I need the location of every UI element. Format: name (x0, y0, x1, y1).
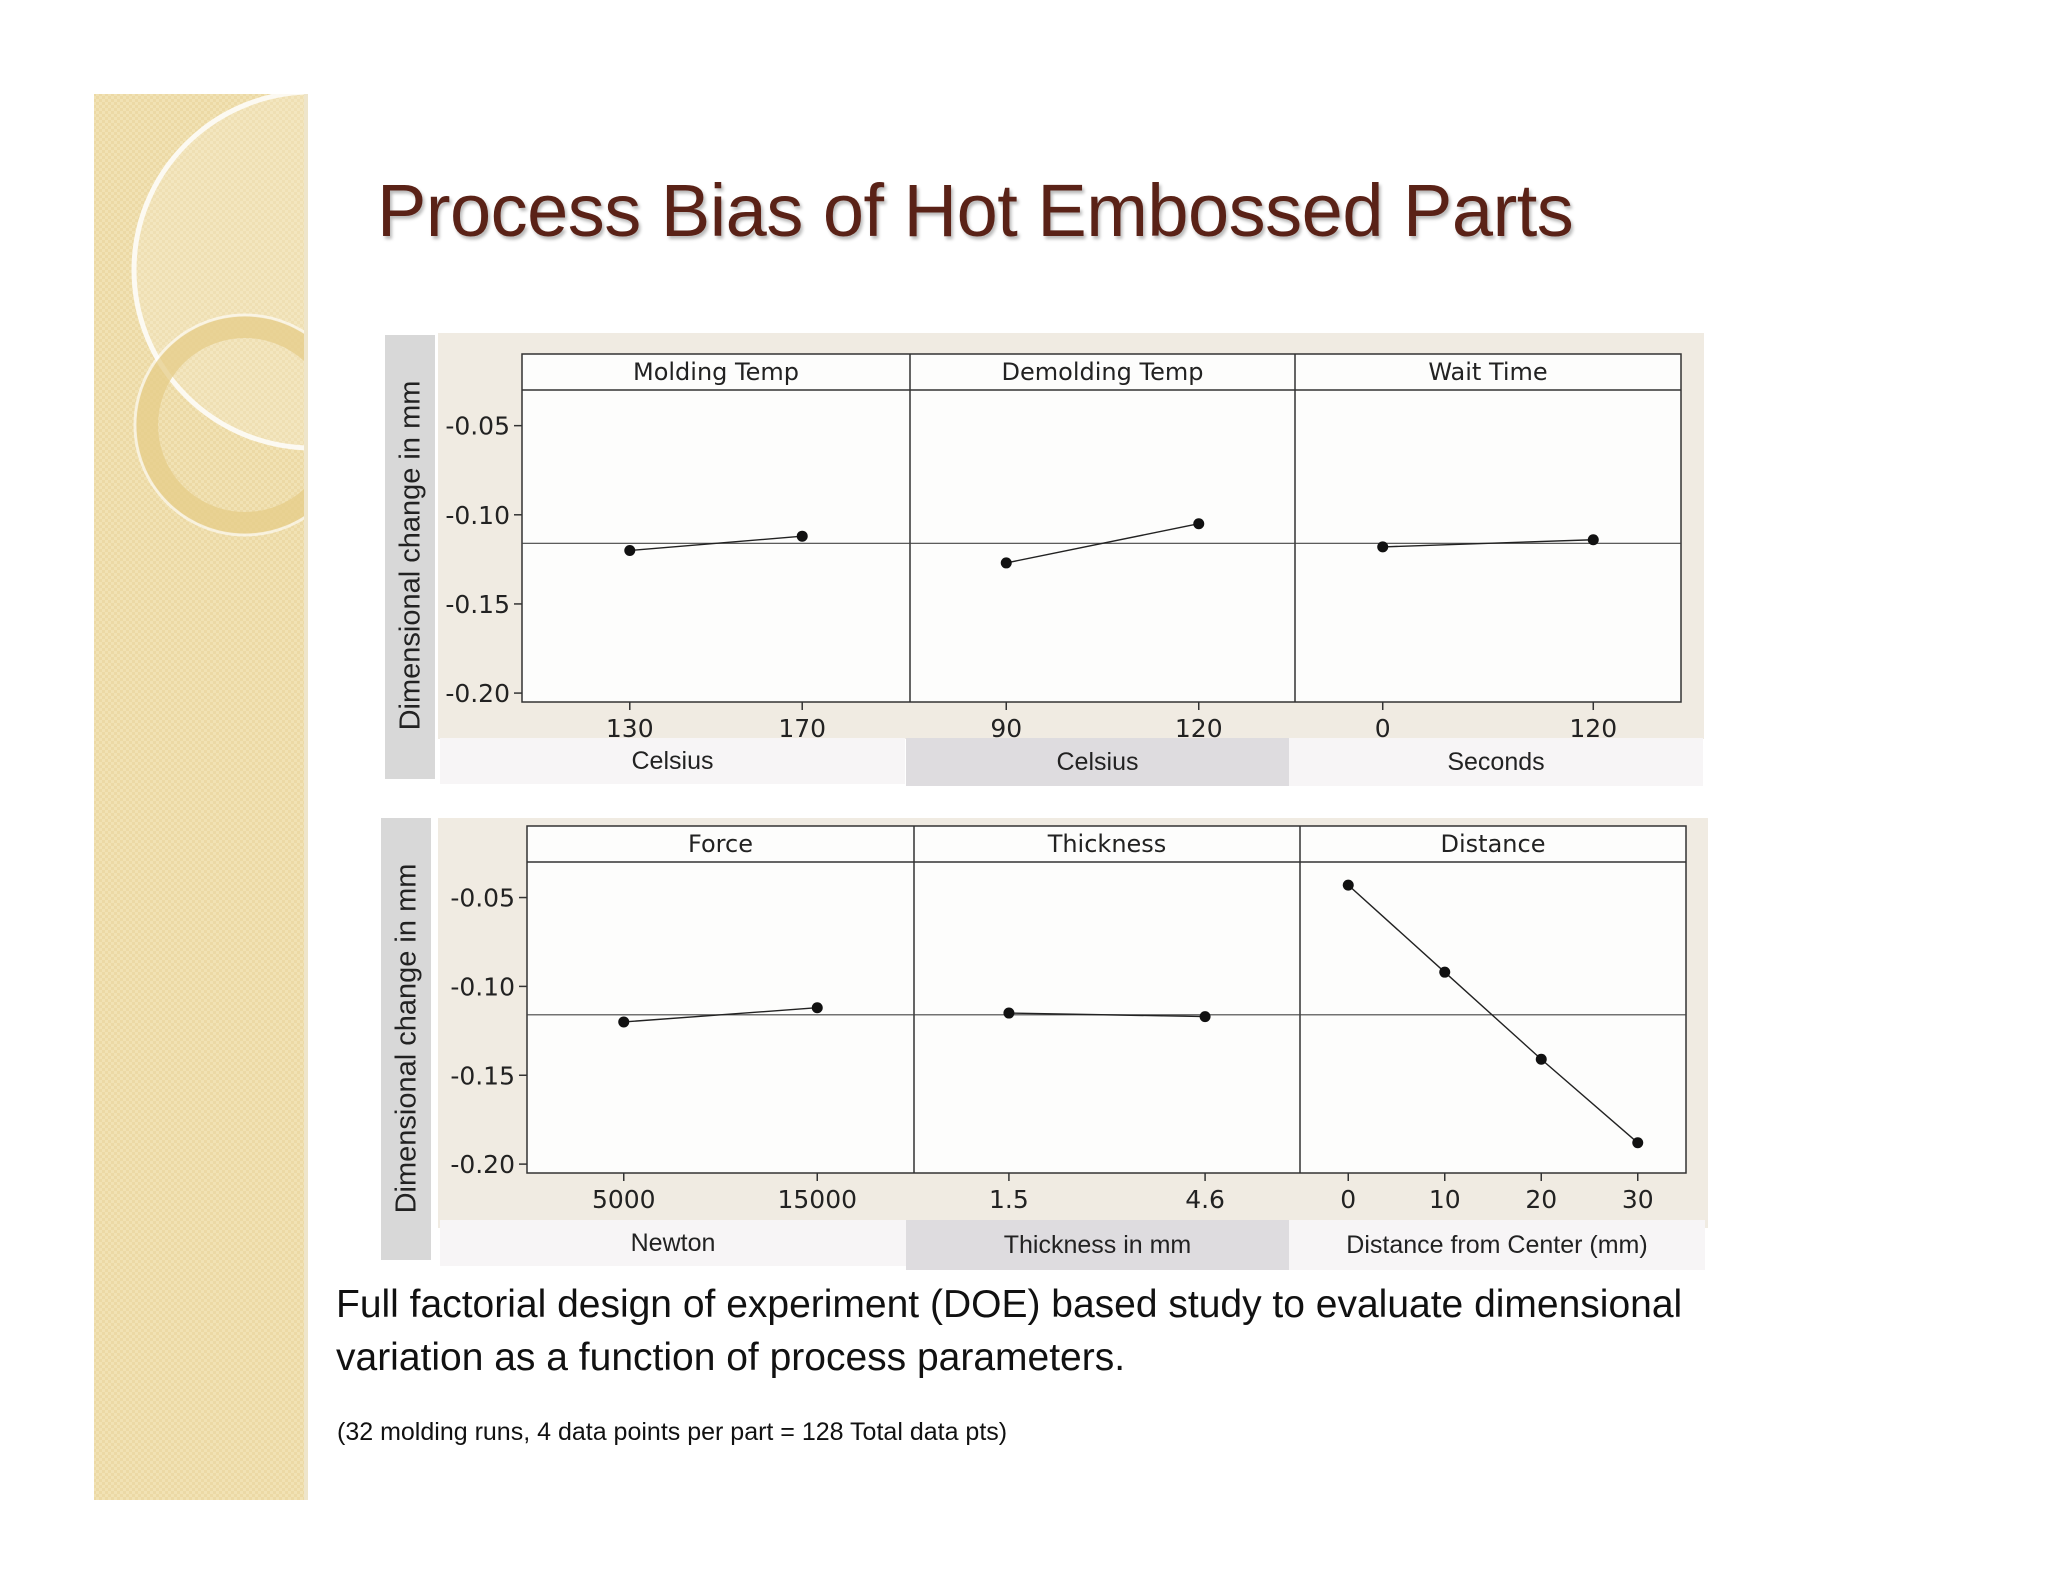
y-tick-label-0-3: -0.20 (445, 679, 510, 708)
x-tick-label-1-2-1: 10 (1429, 1185, 1461, 1214)
data-point-0-0-1 (796, 530, 808, 542)
panel-title-0-1: Demolding Temp (1002, 358, 1204, 386)
y-axis-label-bottom: Dimensional change in mm (390, 863, 423, 1214)
data-point-0-1-0 (1000, 557, 1012, 569)
panel-title-1-2: Distance (1441, 830, 1546, 858)
series-line-1-1 (1008, 1012, 1206, 1018)
x-tick-label-0-2-0: 0 (1375, 714, 1391, 743)
series-line-0-1 (1006, 523, 1199, 564)
sidebar-ring-small (136, 316, 304, 534)
data-point-0-0-0 (624, 544, 636, 556)
y-axis-label-top: Dimensional change in mm (394, 380, 427, 731)
x-unit-caption-molding: Celsius (440, 738, 905, 784)
x-unit-caption-distance: Distance from Center (mm) (1289, 1220, 1705, 1270)
body-text: Full factorial design of experiment (DOE… (336, 1283, 1683, 1379)
chart-frame-1 (526, 825, 1687, 1174)
x-tick-label-1-2-0: 0 (1340, 1185, 1356, 1214)
y-tick-label-1-3: -0.20 (450, 1150, 515, 1179)
data-point-0-1-1 (1193, 518, 1205, 530)
ylabel-band-bottom (381, 818, 431, 1260)
data-point-1-2-2 (1535, 1053, 1547, 1065)
data-point-1-0-0 (618, 1016, 630, 1028)
y-tick-label-0-1: -0.10 (445, 501, 510, 530)
data-point-1-2-1 (1439, 966, 1451, 978)
data-point-1-2-3 (1632, 1137, 1644, 1149)
data-point-1-2-0 (1342, 879, 1354, 891)
series-line-1-2 (1347, 884, 1639, 1144)
chart-frame-0 (521, 353, 1682, 703)
series-line-1-0 (623, 1007, 818, 1023)
x-unit-caption-force: Newton (440, 1220, 906, 1266)
data-point-0-2-0 (1377, 541, 1389, 553)
x-tick-label-1-0-0: 5000 (592, 1185, 656, 1214)
ylabel-band-top (385, 335, 435, 779)
x-tick-label-1-1-0: 1.5 (989, 1185, 1029, 1214)
slide-title: Process Bias of Hot Embossed Parts (377, 169, 1574, 252)
data-point-1-0-1 (811, 1002, 823, 1014)
y-tick-label-1-2: -0.15 (450, 1061, 515, 1090)
x-tick-label-1-2-3: 30 (1622, 1185, 1654, 1214)
series-line-0-0 (629, 535, 803, 552)
data-point-0-2-1 (1587, 534, 1599, 546)
panel-title-1-0: Force (688, 830, 753, 858)
panel-title-0-2: Wait Time (1428, 358, 1547, 386)
y-tick-label-0-0: -0.05 (445, 412, 510, 441)
data-point-1-1-1 (1199, 1011, 1211, 1023)
x-unit-caption-thickness: Thickness in mm (906, 1220, 1289, 1270)
panel-title-1-1: Thickness (1047, 830, 1167, 858)
x-tick-label-1-1-1: 4.6 (1185, 1185, 1225, 1214)
y-tick-label-1-1: -0.10 (450, 972, 515, 1001)
data-point-1-1-0 (1003, 1007, 1015, 1019)
panel-title-0-0: Molding Temp (633, 358, 799, 386)
x-tick-label-1-0-1: 15000 (777, 1185, 857, 1214)
y-tick-label-1-0: -0.05 (450, 884, 515, 913)
x-tick-label-1-2-2: 20 (1525, 1185, 1557, 1214)
footnote: (32 molding runs, 4 data points per part… (337, 1418, 1008, 1446)
y-tick-label-0-2: -0.15 (445, 590, 510, 619)
x-unit-caption-demolding: Celsius (906, 738, 1289, 786)
x-unit-caption-wait: Seconds (1289, 738, 1703, 786)
series-line-0-2 (1382, 539, 1594, 548)
